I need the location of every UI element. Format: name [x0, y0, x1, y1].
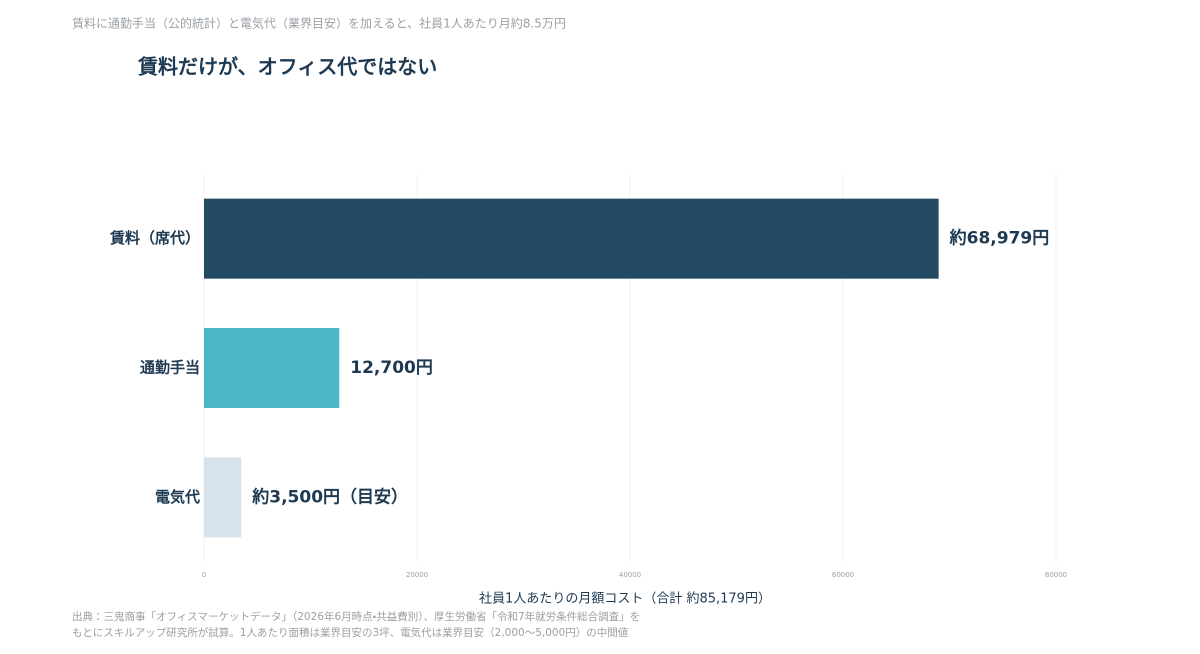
- value-label: 約68,979円: [949, 228, 1050, 249]
- source-note: 出典：三鬼商事「オフィスマーケットデータ」（2026年6月時点・共益費別）、厚生…: [72, 610, 640, 623]
- y-tick-label: 賃料（席代）: [109, 229, 200, 247]
- bar: [204, 457, 242, 538]
- value-label: 12,700円: [350, 358, 433, 378]
- x-tick-label: 40000: [619, 571, 641, 579]
- bar: [204, 198, 939, 279]
- chart-title: 賃料だけが、オフィス代ではない: [137, 55, 437, 79]
- source-note: もとにスキルアップ研究所が試算。1人あたり面積は業界目安の3坪、電気代は業界目安…: [72, 626, 629, 639]
- y-tick-label: 通勤手当: [140, 359, 200, 377]
- x-tick-label: 60000: [832, 571, 854, 579]
- x-tick-label: 80000: [1045, 571, 1067, 579]
- x-tick-label: 0: [202, 571, 206, 579]
- x-tick-label: 20000: [406, 571, 428, 579]
- bar: [204, 328, 340, 408]
- x-axis-label: 社員1人あたりの月額コスト（合計 約85,179円）: [479, 591, 771, 607]
- y-tick-label: 電気代: [155, 488, 200, 506]
- chart-subtitle: 賃料に通勤手当（公的統計）と電気代（業界目安）を加えると、社員1人あたり月約8.…: [72, 16, 566, 31]
- value-label: 約3,500円（目安）: [251, 486, 408, 507]
